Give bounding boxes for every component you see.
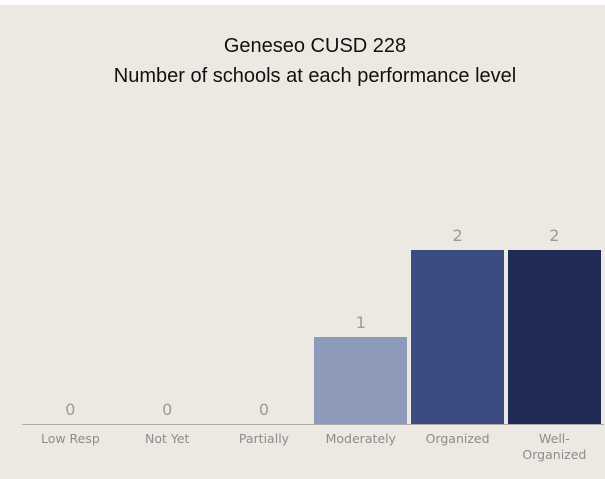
value-label: 0 bbox=[258, 400, 270, 419]
value-label: 2 bbox=[549, 226, 560, 245]
x-tick-label: Not Yet bbox=[144, 431, 190, 446]
x-tick-label: Partially bbox=[238, 431, 290, 446]
value-label: 1 bbox=[355, 313, 366, 332]
bar bbox=[411, 250, 504, 424]
chart-subtitle: Number of schools at each performance le… bbox=[113, 65, 517, 87]
value-label: 2 bbox=[452, 226, 463, 245]
chart-title: Geneseo CUSD 228 bbox=[223, 35, 407, 57]
x-tick-label: Moderately bbox=[325, 431, 396, 446]
x-tick-label: Low Resp bbox=[40, 431, 100, 446]
bar bbox=[508, 250, 601, 424]
x-tick-label: Well-Organized bbox=[522, 431, 587, 462]
bar bbox=[314, 337, 408, 424]
value-label: 0 bbox=[162, 400, 173, 419]
x-tick-label: Organized bbox=[425, 431, 490, 446]
baseline bbox=[22, 424, 604, 425]
chart: Geneseo CUSD 228 Number of schools at ea… bbox=[0, 5, 605, 479]
value-label: 0 bbox=[65, 400, 76, 419]
